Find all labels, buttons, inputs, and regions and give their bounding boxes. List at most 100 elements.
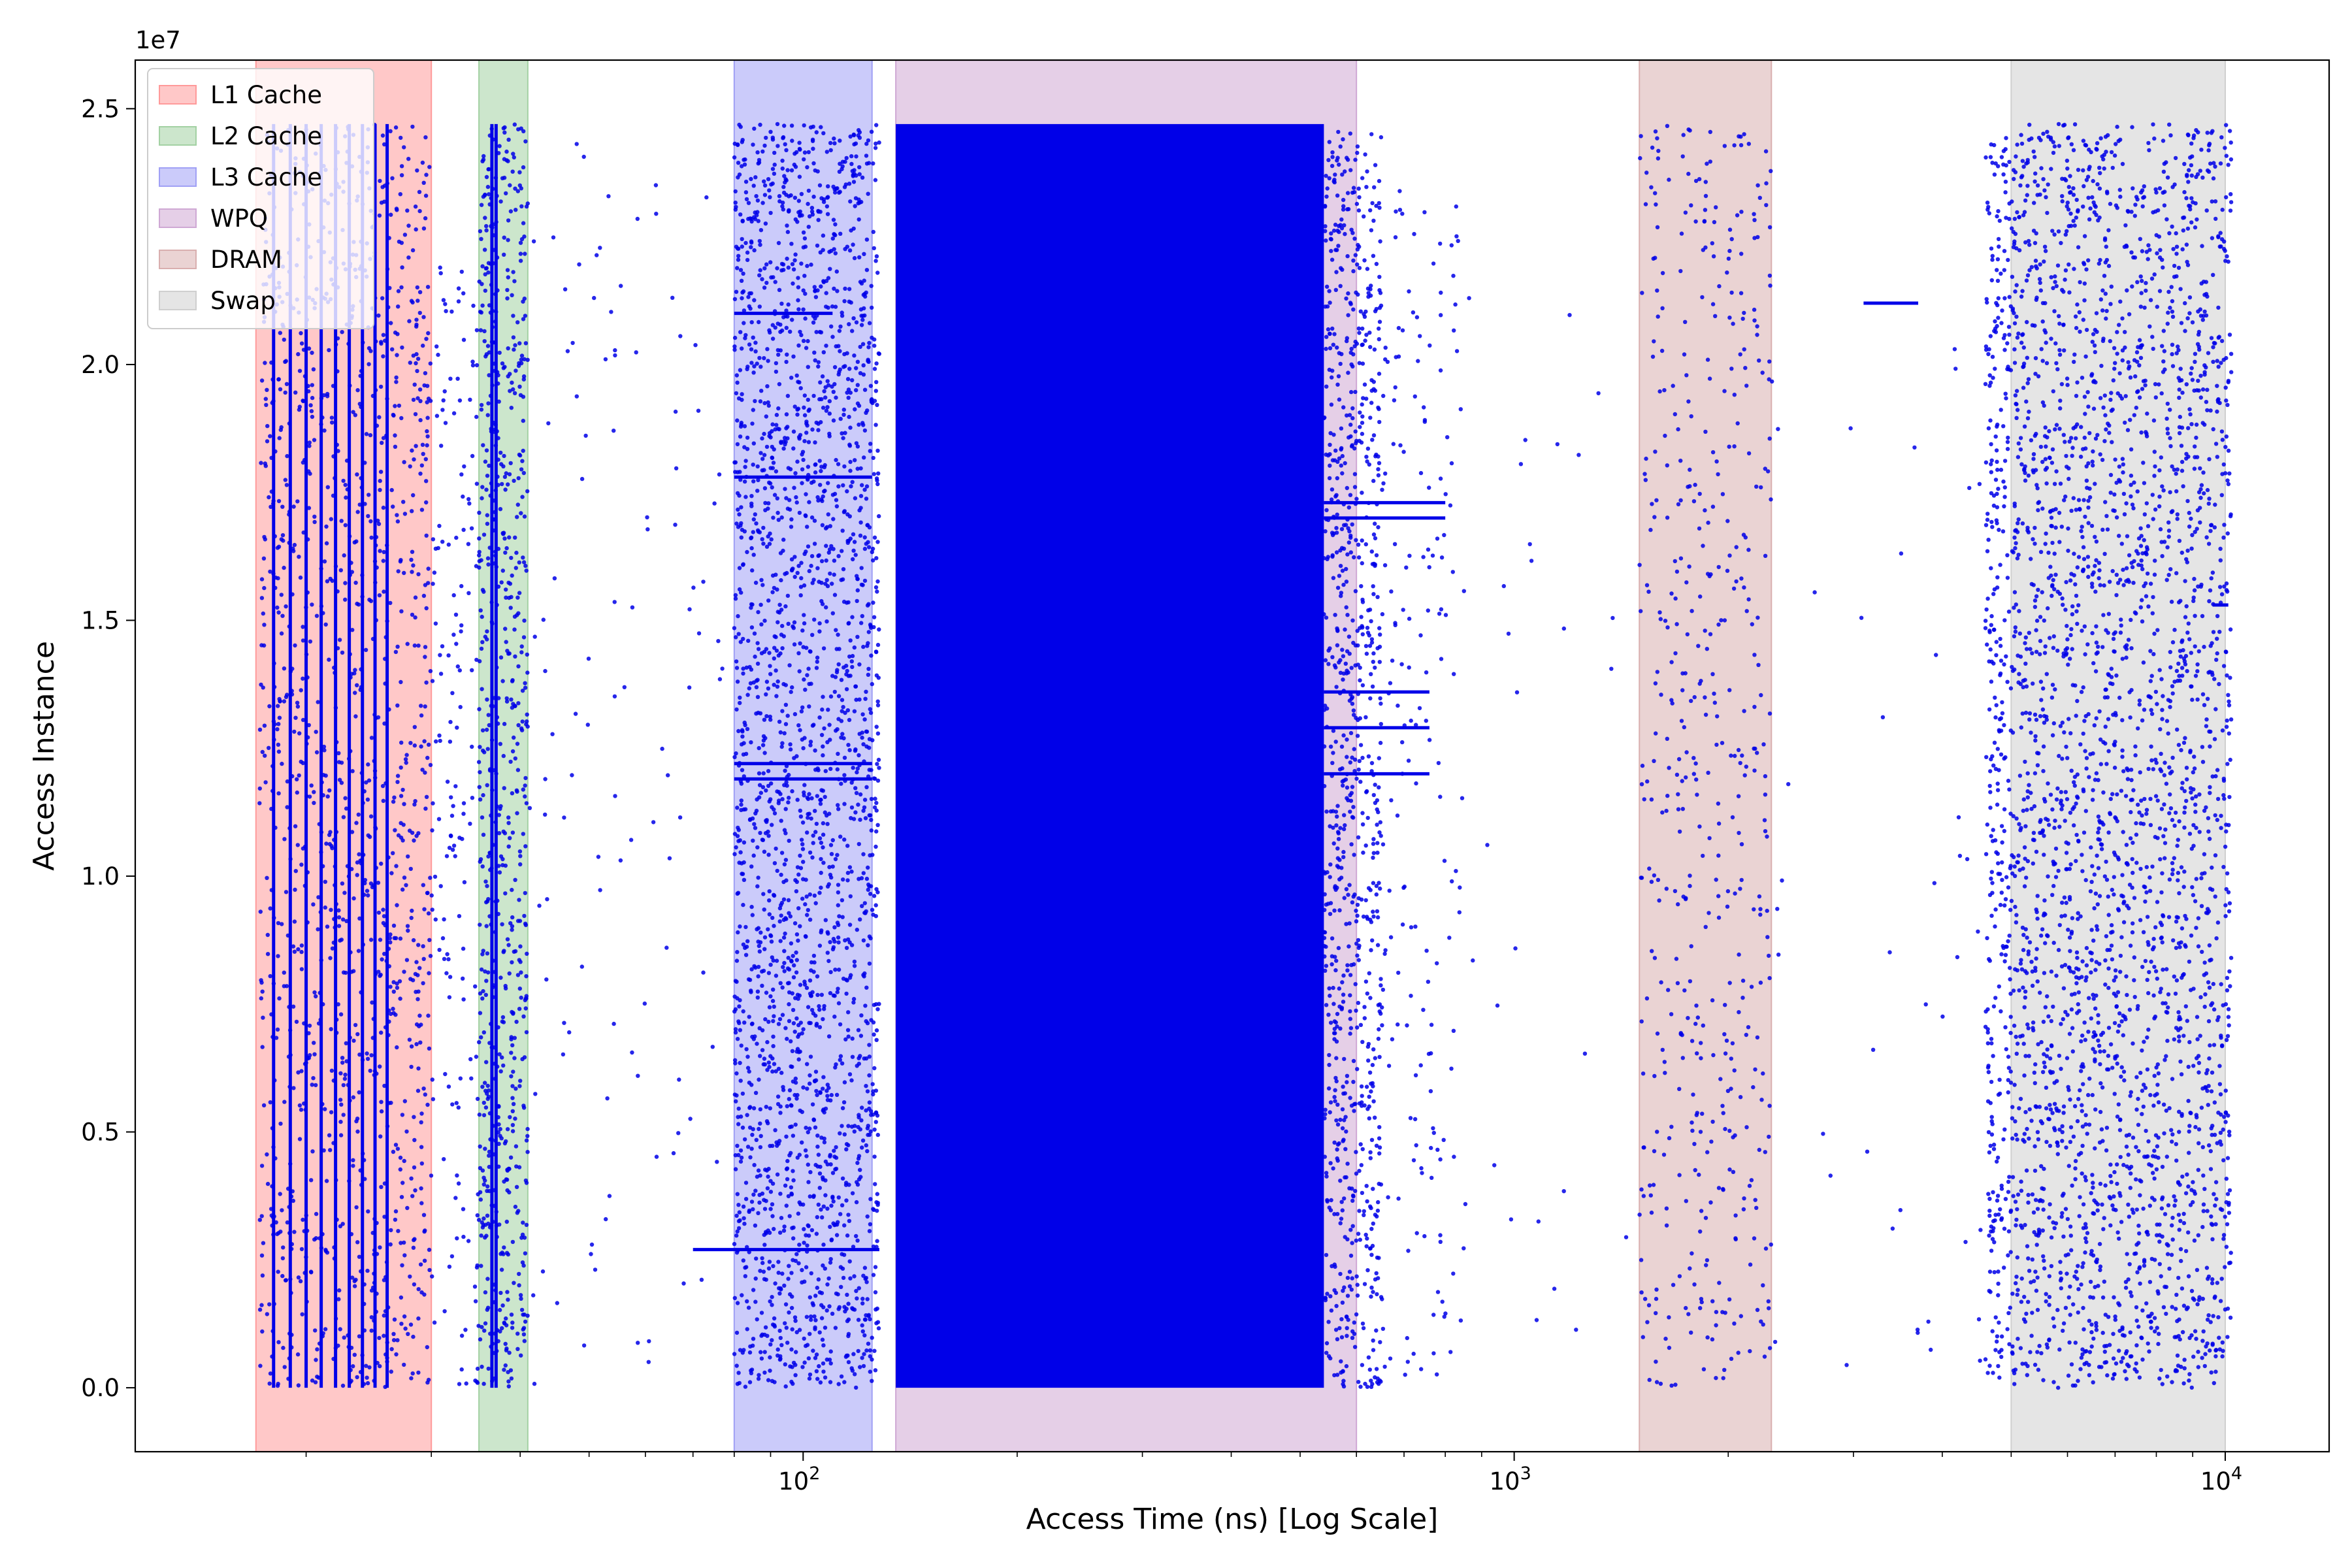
data-point — [801, 746, 806, 751]
data-point — [280, 1208, 284, 1213]
data-point — [747, 817, 753, 823]
data-point — [1379, 983, 1383, 988]
data-point — [792, 258, 797, 263]
data-point — [781, 207, 786, 212]
data-point — [325, 579, 330, 583]
data-point — [586, 657, 591, 661]
data-point — [840, 549, 844, 553]
data-point — [837, 169, 842, 174]
data-point — [808, 1331, 812, 1336]
data-point — [448, 719, 453, 725]
data-point — [742, 741, 746, 745]
data-point — [1365, 1044, 1371, 1049]
data-point — [498, 742, 502, 746]
data-point — [411, 1334, 416, 1339]
data-point — [295, 790, 299, 795]
data-point — [1341, 678, 1345, 682]
data-point — [1357, 361, 1362, 365]
data-point — [758, 711, 763, 716]
data-point — [819, 885, 823, 890]
data-point — [746, 201, 751, 205]
data-point — [396, 289, 401, 293]
data-point — [336, 908, 341, 913]
data-point — [803, 316, 808, 321]
data-point — [473, 1299, 478, 1303]
data-point — [289, 1242, 294, 1247]
data-point — [370, 636, 376, 642]
data-point — [299, 949, 304, 955]
data-point — [745, 1245, 749, 1250]
data-point — [809, 554, 815, 559]
data-point — [474, 363, 480, 368]
data-point — [352, 1352, 357, 1357]
data-point — [857, 753, 861, 758]
data-point — [574, 394, 579, 399]
data-point — [416, 299, 420, 303]
data-point — [419, 508, 425, 512]
data-point — [850, 480, 855, 484]
data-point — [785, 783, 789, 788]
data-point — [759, 1311, 764, 1315]
data-point — [285, 693, 289, 697]
data-point — [389, 1369, 393, 1374]
data-point — [874, 259, 878, 263]
data-point — [866, 191, 870, 196]
data-point — [280, 761, 284, 766]
data-point — [860, 1138, 866, 1143]
data-point — [826, 383, 831, 387]
data-point — [759, 651, 764, 655]
data-point — [831, 1199, 836, 1204]
data-point — [808, 1295, 813, 1299]
data-point — [865, 523, 870, 527]
data-point — [737, 512, 742, 517]
data-point — [645, 527, 650, 532]
data-point — [710, 1045, 715, 1049]
data-point — [642, 1001, 647, 1006]
data-point — [746, 216, 751, 221]
data-point — [780, 741, 785, 745]
data-point — [309, 409, 314, 414]
data-point — [388, 1242, 393, 1247]
data-point — [424, 680, 429, 685]
data-point — [754, 808, 759, 813]
data-point — [391, 413, 396, 418]
data-point — [845, 1292, 849, 1298]
data-point — [738, 424, 743, 429]
data-point — [485, 1091, 489, 1096]
data-point — [872, 399, 877, 403]
data-point — [361, 942, 365, 947]
data-point — [477, 785, 482, 789]
data-point — [523, 923, 529, 928]
data-point — [828, 524, 833, 529]
data-point — [523, 1006, 528, 1011]
data-point — [265, 423, 270, 429]
data-point — [869, 817, 874, 823]
data-point — [803, 934, 808, 939]
data-point — [872, 472, 877, 476]
data-point — [322, 428, 327, 433]
data-point — [770, 823, 774, 827]
data-point — [1348, 1009, 1352, 1014]
data-point — [436, 817, 442, 821]
data-point — [270, 1034, 275, 1039]
data-point — [263, 461, 267, 466]
data-point — [792, 152, 797, 156]
data-point — [828, 766, 833, 772]
data-point — [272, 685, 277, 689]
data-point — [395, 779, 400, 785]
data-point — [1375, 823, 1379, 827]
data-point — [851, 1307, 855, 1311]
data-point — [473, 984, 478, 989]
data-point — [510, 915, 515, 920]
data-point — [875, 731, 881, 736]
data-point — [802, 274, 807, 278]
data-point — [855, 766, 860, 771]
data-point — [517, 591, 522, 595]
data-point — [840, 529, 845, 533]
data-point — [872, 535, 877, 540]
data-point — [802, 1241, 806, 1245]
data-point — [781, 537, 786, 542]
data-point — [406, 255, 411, 260]
data-point — [846, 387, 851, 392]
data-point — [589, 1242, 595, 1247]
